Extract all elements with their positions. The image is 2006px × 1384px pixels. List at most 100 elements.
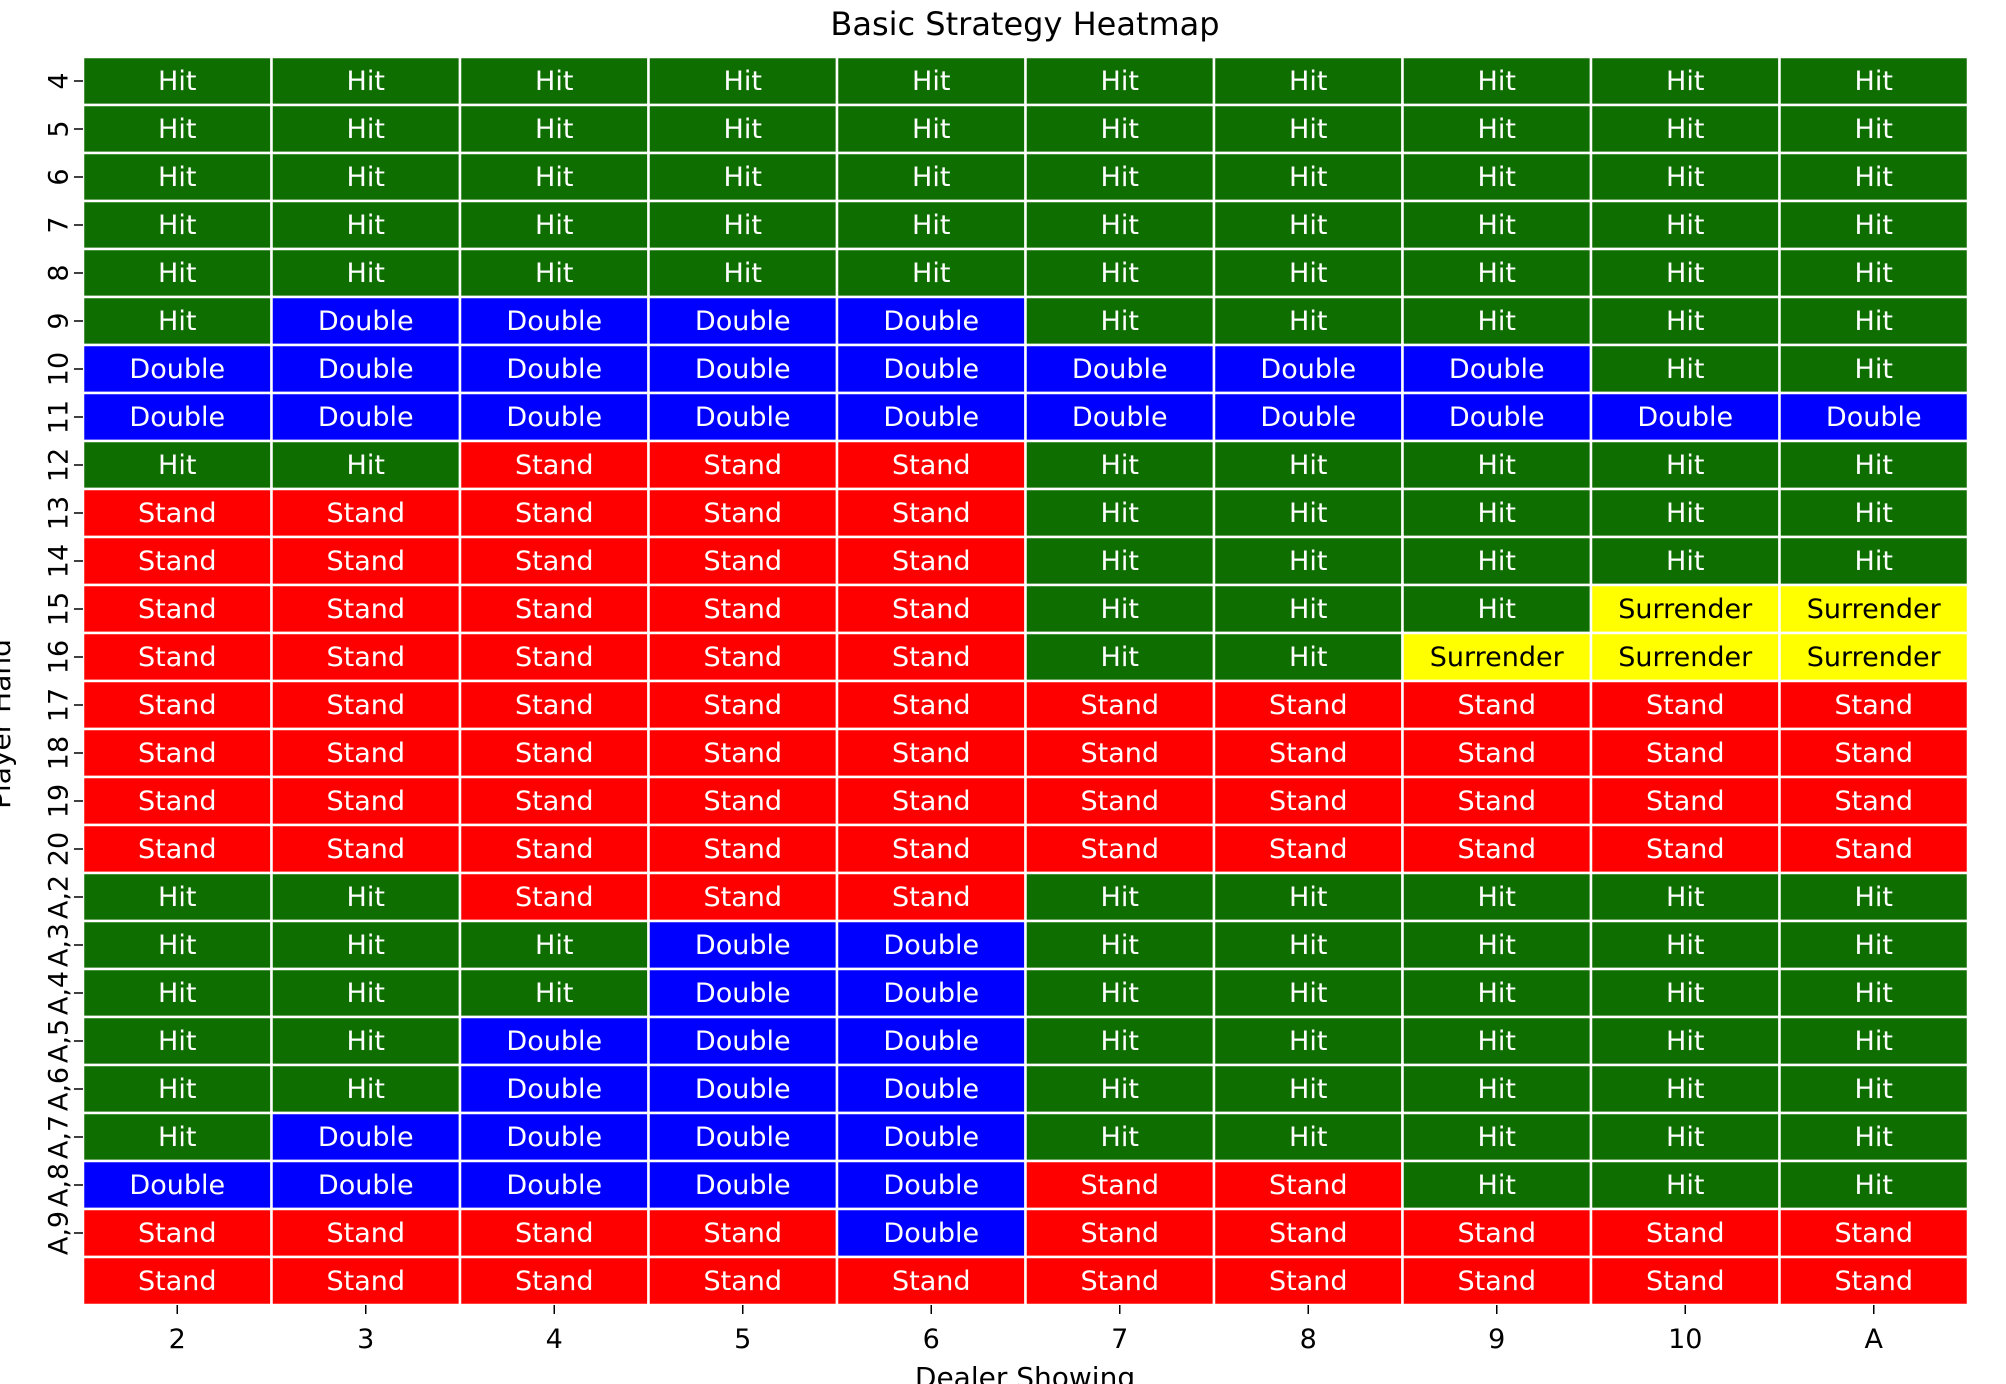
cell-label: Hit bbox=[1478, 1074, 1516, 1105]
heatmap-cell bbox=[647, 679, 839, 731]
cell-label: Stand bbox=[1080, 1170, 1159, 1201]
x-tick-label: 10 bbox=[1668, 1324, 1702, 1355]
y-axis-ticks: 4 5 6 7 8 9 10 11 12 13 14 15 16 17 18 19 20 A,2 A,3 A,4 A,5… bbox=[44, 72, 83, 1255]
cell-label: Hit bbox=[1289, 450, 1327, 481]
cell-label: Hit bbox=[1478, 258, 1516, 289]
heatmap-cells: Hit Hit Hit Hit Hit Hit Hit Hit Hit Hit Hit Hit Hit H… bbox=[81, 55, 1970, 1307]
heatmap-cell bbox=[1778, 1063, 1970, 1115]
cell-label: Stand bbox=[1080, 786, 1159, 817]
cell-label: Stand bbox=[892, 642, 971, 673]
cell-label: Double bbox=[883, 1218, 979, 1249]
heatmap-cell bbox=[647, 343, 839, 395]
heatmap-cell bbox=[1024, 343, 1216, 395]
cell-label: Stand bbox=[703, 786, 782, 817]
cell-label: Hit bbox=[1855, 930, 1893, 961]
cell-label: Double bbox=[1260, 402, 1356, 433]
heatmap-cell bbox=[1589, 1207, 1781, 1259]
heatmap-cell bbox=[1589, 295, 1781, 347]
y-tick-label: A,7 bbox=[44, 1115, 75, 1159]
cell-label: Hit bbox=[1101, 1026, 1139, 1057]
heatmap-cell bbox=[835, 247, 1027, 299]
y-axis-label: Player Hand bbox=[0, 639, 17, 809]
heatmap-cell bbox=[1778, 535, 1970, 587]
cell-label: Hit bbox=[535, 210, 573, 241]
cell-label: Double bbox=[695, 402, 791, 433]
cell-label: Stand bbox=[515, 450, 594, 481]
cell-label: Hit bbox=[1478, 1170, 1516, 1201]
y-tick-label: 15 bbox=[44, 592, 75, 626]
heatmap-cell bbox=[1212, 1015, 1404, 1067]
cell-label: Stand bbox=[1834, 690, 1913, 721]
heatmap-cell bbox=[1024, 247, 1216, 299]
y-tick-label: 4 bbox=[44, 72, 75, 89]
cell-label: Hit bbox=[158, 258, 196, 289]
heatmap-cell bbox=[1589, 679, 1781, 731]
heatmap-cell bbox=[458, 871, 650, 923]
heatmap-cell bbox=[1212, 199, 1404, 251]
y-tick-label: 16 bbox=[44, 640, 75, 674]
cell-label: Double bbox=[1260, 354, 1356, 385]
cell-label: Hit bbox=[1855, 66, 1893, 97]
heatmap-cell bbox=[1024, 487, 1216, 539]
cell-label: Double bbox=[883, 1026, 979, 1057]
y-tick-label: A,8 bbox=[44, 1163, 75, 1207]
heatmap-cell bbox=[270, 583, 462, 635]
cell-label: Stand bbox=[515, 738, 594, 769]
heatmap-cell bbox=[1589, 439, 1781, 491]
cell-label: Stand bbox=[1269, 1170, 1348, 1201]
y-tick-label: 14 bbox=[44, 544, 75, 578]
cell-label: Stand bbox=[703, 834, 782, 865]
cell-label: Hit bbox=[1666, 882, 1704, 913]
cell-label: Hit bbox=[1666, 546, 1704, 577]
chart-title: Basic Strategy Heatmap bbox=[830, 5, 1219, 43]
cell-label: Stand bbox=[515, 594, 594, 625]
cell-label: Stand bbox=[892, 786, 971, 817]
heatmap-cell bbox=[647, 967, 839, 1019]
cell-label: Hit bbox=[1855, 882, 1893, 913]
cell-label: Stand bbox=[138, 498, 217, 529]
cell-label: Stand bbox=[1457, 1218, 1536, 1249]
heatmap-cell bbox=[1212, 1063, 1404, 1115]
heatmap-cell bbox=[81, 487, 273, 539]
cell-label: Stand bbox=[138, 738, 217, 769]
cell-label: Stand bbox=[515, 1218, 594, 1249]
cell-label: Stand bbox=[515, 1266, 594, 1297]
heatmap-cell bbox=[1024, 823, 1216, 875]
cell-label: Hit bbox=[347, 882, 385, 913]
cell-label: Stand bbox=[1457, 1266, 1536, 1297]
cell-label: Hit bbox=[1666, 1170, 1704, 1201]
cell-label: Double bbox=[695, 978, 791, 1009]
cell-label: Hit bbox=[1478, 306, 1516, 337]
cell-label: Double bbox=[129, 402, 225, 433]
cell-label: Double bbox=[506, 354, 602, 385]
heatmap-cell bbox=[1589, 1159, 1781, 1211]
cell-label: Double bbox=[883, 978, 979, 1009]
heatmap-cell bbox=[81, 823, 273, 875]
heatmap-cell bbox=[1778, 55, 1970, 107]
y-tick-label: 12 bbox=[44, 448, 75, 482]
cell-label: Hit bbox=[1289, 930, 1327, 961]
cell-label: Stand bbox=[138, 546, 217, 577]
heatmap-cell bbox=[1401, 871, 1593, 923]
cell-label: Hit bbox=[1666, 162, 1704, 193]
heatmap-cell bbox=[1212, 1255, 1404, 1307]
heatmap-cell bbox=[81, 775, 273, 827]
cell-label: Stand bbox=[326, 786, 405, 817]
cell-label: Hit bbox=[158, 66, 196, 97]
cell-label: Hit bbox=[912, 66, 950, 97]
cell-label: Hit bbox=[1855, 114, 1893, 145]
heatmap-cell bbox=[1024, 1015, 1216, 1067]
heatmap-cell bbox=[1589, 1111, 1781, 1163]
y-tick-label: A,5 bbox=[44, 1019, 75, 1063]
cell-label: Hit bbox=[1478, 210, 1516, 241]
cell-label: Stand bbox=[892, 498, 971, 529]
cell-label: Stand bbox=[703, 498, 782, 529]
cell-label: Hit bbox=[1101, 642, 1139, 673]
cell-label: Hit bbox=[1289, 546, 1327, 577]
cell-label: Hit bbox=[1101, 1074, 1139, 1105]
heatmap-cell bbox=[1024, 391, 1216, 443]
y-tick-label: 9 bbox=[44, 312, 75, 329]
cell-label: Stand bbox=[1646, 786, 1725, 817]
cell-label: Hit bbox=[1289, 642, 1327, 673]
